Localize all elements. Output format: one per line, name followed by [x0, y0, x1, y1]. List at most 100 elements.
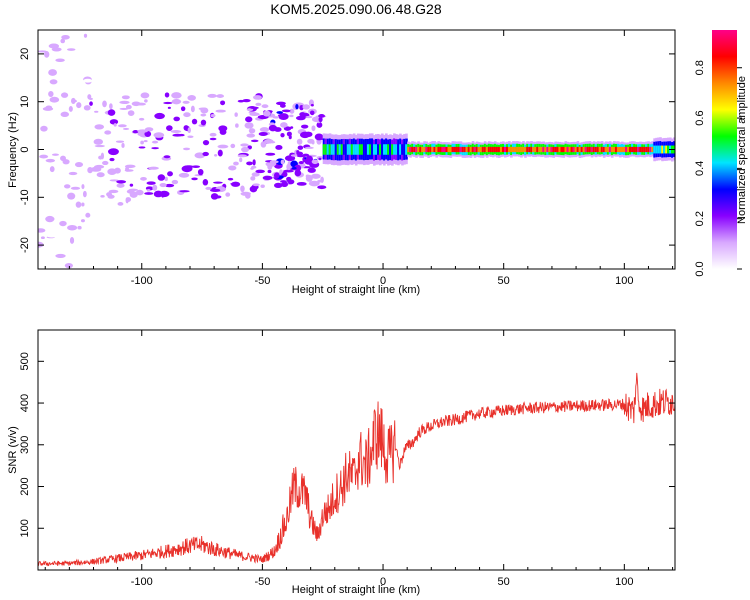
spectrogram-band-core: [629, 146, 632, 153]
spectrogram-band-core: [419, 146, 422, 153]
spectrogram-blob: [191, 118, 198, 125]
spectrogram-blob: [74, 161, 84, 168]
spectrogram-band-core: [489, 146, 493, 153]
spectrogram-blob: [89, 101, 93, 106]
spectrogram-blob: [102, 160, 109, 166]
spectrogram-band-core: [342, 144, 346, 155]
spectrogram-band-core: [627, 146, 630, 153]
spectrogram-blob: [163, 101, 173, 105]
spectrogram-blob: [240, 185, 245, 193]
spectrogram-band-core: [604, 146, 608, 153]
spectrogram-blob: [127, 110, 135, 116]
spectrogram-blob: [74, 213, 79, 217]
spectrogram-y-tick-label: 10: [19, 96, 31, 108]
spectrogram-blob: [77, 225, 82, 230]
spectrogram-band-core: [512, 146, 515, 153]
spectrogram-blob: [249, 185, 258, 193]
spectrogram-band-core: [447, 146, 451, 153]
spectrogram-band-core: [477, 146, 481, 153]
spectrogram-blob: [308, 180, 320, 187]
spectrogram-band-core: [637, 146, 640, 153]
spectrogram-blob: [267, 163, 273, 170]
spectrogram-blob: [48, 43, 60, 49]
spectrogram-blob: [317, 185, 327, 190]
spectrogram-blob: [209, 132, 217, 137]
snr-x-tick-label: 0: [380, 576, 386, 588]
spectrogram-band-core: [514, 146, 517, 153]
spectrogram-band-core: [538, 146, 541, 153]
spectrogram-blob: [258, 131, 268, 136]
spectrogram-blob: [296, 151, 304, 156]
spectrogram-blob: [294, 169, 302, 177]
spectrogram-band-core: [552, 146, 556, 153]
spectrogram-blob: [227, 177, 234, 181]
colorbar-tick-label: 0.0: [694, 261, 706, 276]
spectrogram-blob: [197, 168, 204, 176]
spectrogram-blob: [246, 133, 256, 138]
spectrogram-blob: [220, 100, 226, 106]
spectrogram-band-core: [334, 144, 338, 155]
snr-x-tick-label: 100: [615, 576, 633, 588]
spectrogram-band-core: [578, 146, 582, 153]
spectrogram-blob: [298, 161, 304, 165]
spectrogram-blob: [80, 219, 85, 223]
spectrogram-blob: [122, 127, 130, 130]
spectrogram-band-core: [558, 146, 562, 153]
spectrogram-blob: [216, 94, 224, 98]
spectrogram-blob: [244, 122, 254, 129]
spectrogram-band-core: [459, 146, 463, 153]
spectrogram-band-core: [653, 145, 656, 154]
spectrogram-blob: [179, 190, 190, 193]
spectrogram-blob: [191, 177, 198, 181]
spectrogram-band-core: [471, 146, 475, 153]
spectrogram-blob: [67, 224, 78, 231]
spectrogram-band-core: [451, 146, 455, 153]
spectrogram-band-core: [530, 146, 533, 153]
spectrogram-blob: [159, 183, 167, 188]
spectrogram-blob: [281, 171, 288, 178]
spectrogram-blob: [260, 141, 267, 148]
spectrogram-y-tick-label: -10: [19, 189, 31, 205]
spectrogram-blob: [68, 171, 78, 176]
spectrogram-blob: [202, 140, 210, 146]
spectrogram-blob: [311, 125, 316, 132]
spectrogram-band-core: [643, 146, 646, 153]
spectrogram-blob: [60, 155, 66, 162]
spectrogram-band-core: [399, 144, 402, 155]
spectrogram-blob: [75, 201, 82, 208]
spectrogram-band-core: [544, 146, 547, 153]
spectrogram-blob: [64, 262, 73, 269]
spectrogram-blob: [45, 215, 55, 223]
spectrogram-band-core: [612, 146, 616, 153]
spectrogram-band-core: [415, 146, 418, 153]
spectrogram-blob: [241, 146, 250, 153]
spectrogram-blob: [144, 130, 152, 138]
spectrogram-band-core: [576, 146, 580, 153]
spectrogram-blob: [234, 112, 238, 117]
spectrogram-x-tick-label: 0: [380, 275, 386, 287]
spectrogram-blob: [307, 138, 315, 144]
snr-panel: -100 -50 0 50 100 100 200 300 400 500 Height of s…: [7, 329, 676, 596]
spectrogram-band-core: [641, 146, 644, 153]
spectrogram-blob: [109, 179, 119, 182]
spectrogram-band-core: [667, 145, 670, 154]
spectrogram-blob: [255, 169, 265, 174]
spectrogram-band-core: [354, 144, 358, 155]
spectrogram-band-core: [391, 144, 394, 155]
spectrogram-blob: [262, 175, 273, 181]
snr-y-tick-label: 500: [19, 352, 31, 370]
spectrogram-band-core: [566, 146, 570, 153]
spectrogram-band-core: [510, 146, 513, 153]
spectrogram-blob: [217, 144, 229, 149]
spectrogram-blob: [228, 165, 237, 171]
spectrogram-blob: [301, 124, 309, 129]
spectrogram-band-core: [479, 146, 483, 153]
spectrogram-band-core: [469, 146, 473, 153]
spectrogram-blob: [267, 169, 272, 174]
spectrogram-blob: [140, 140, 144, 145]
spectrogram-band-core: [639, 146, 642, 153]
spectrogram-blob: [129, 191, 138, 198]
spectrogram-blob: [297, 182, 303, 186]
spectrogram-blob: [60, 38, 66, 44]
spectrogram-band-core: [465, 146, 469, 153]
